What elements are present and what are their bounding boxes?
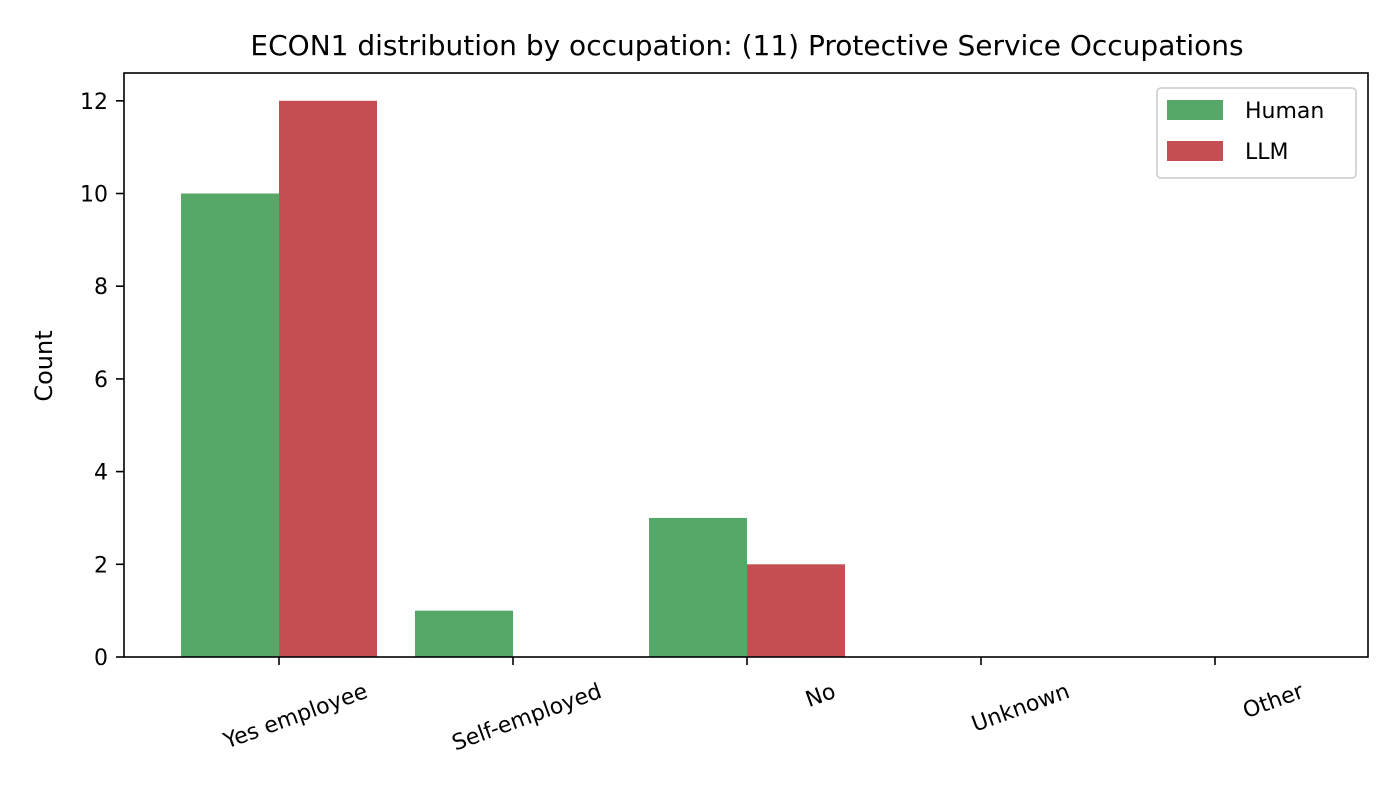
y-tick-label: 8 <box>94 275 108 300</box>
legend-label-llm: LLM <box>1245 140 1289 165</box>
legend-swatch-llm <box>1167 141 1223 161</box>
y-tick-label: 6 <box>94 368 108 393</box>
plot-frame <box>123 72 1369 658</box>
legend-label-human: Human <box>1245 99 1324 124</box>
bar-human-1 <box>415 610 513 657</box>
y-axis-label: Count <box>30 330 58 401</box>
bar-llm-0 <box>279 100 377 658</box>
y-tick-label: 12 <box>80 90 108 115</box>
bars <box>181 100 845 658</box>
bar-human-2 <box>649 517 747 657</box>
bar-llm-2 <box>747 564 845 657</box>
legend-swatch-human <box>1167 100 1223 120</box>
y-tick-label: 0 <box>94 646 108 671</box>
legend: Human LLM <box>1156 87 1357 179</box>
bar-human-0 <box>181 193 279 657</box>
y-tick-label: 2 <box>94 553 108 578</box>
y-tick-label: 10 <box>80 183 108 208</box>
y-tick-label: 4 <box>94 461 108 486</box>
chart-title: ECON1 distribution by occupation: (11) P… <box>250 29 1243 62</box>
